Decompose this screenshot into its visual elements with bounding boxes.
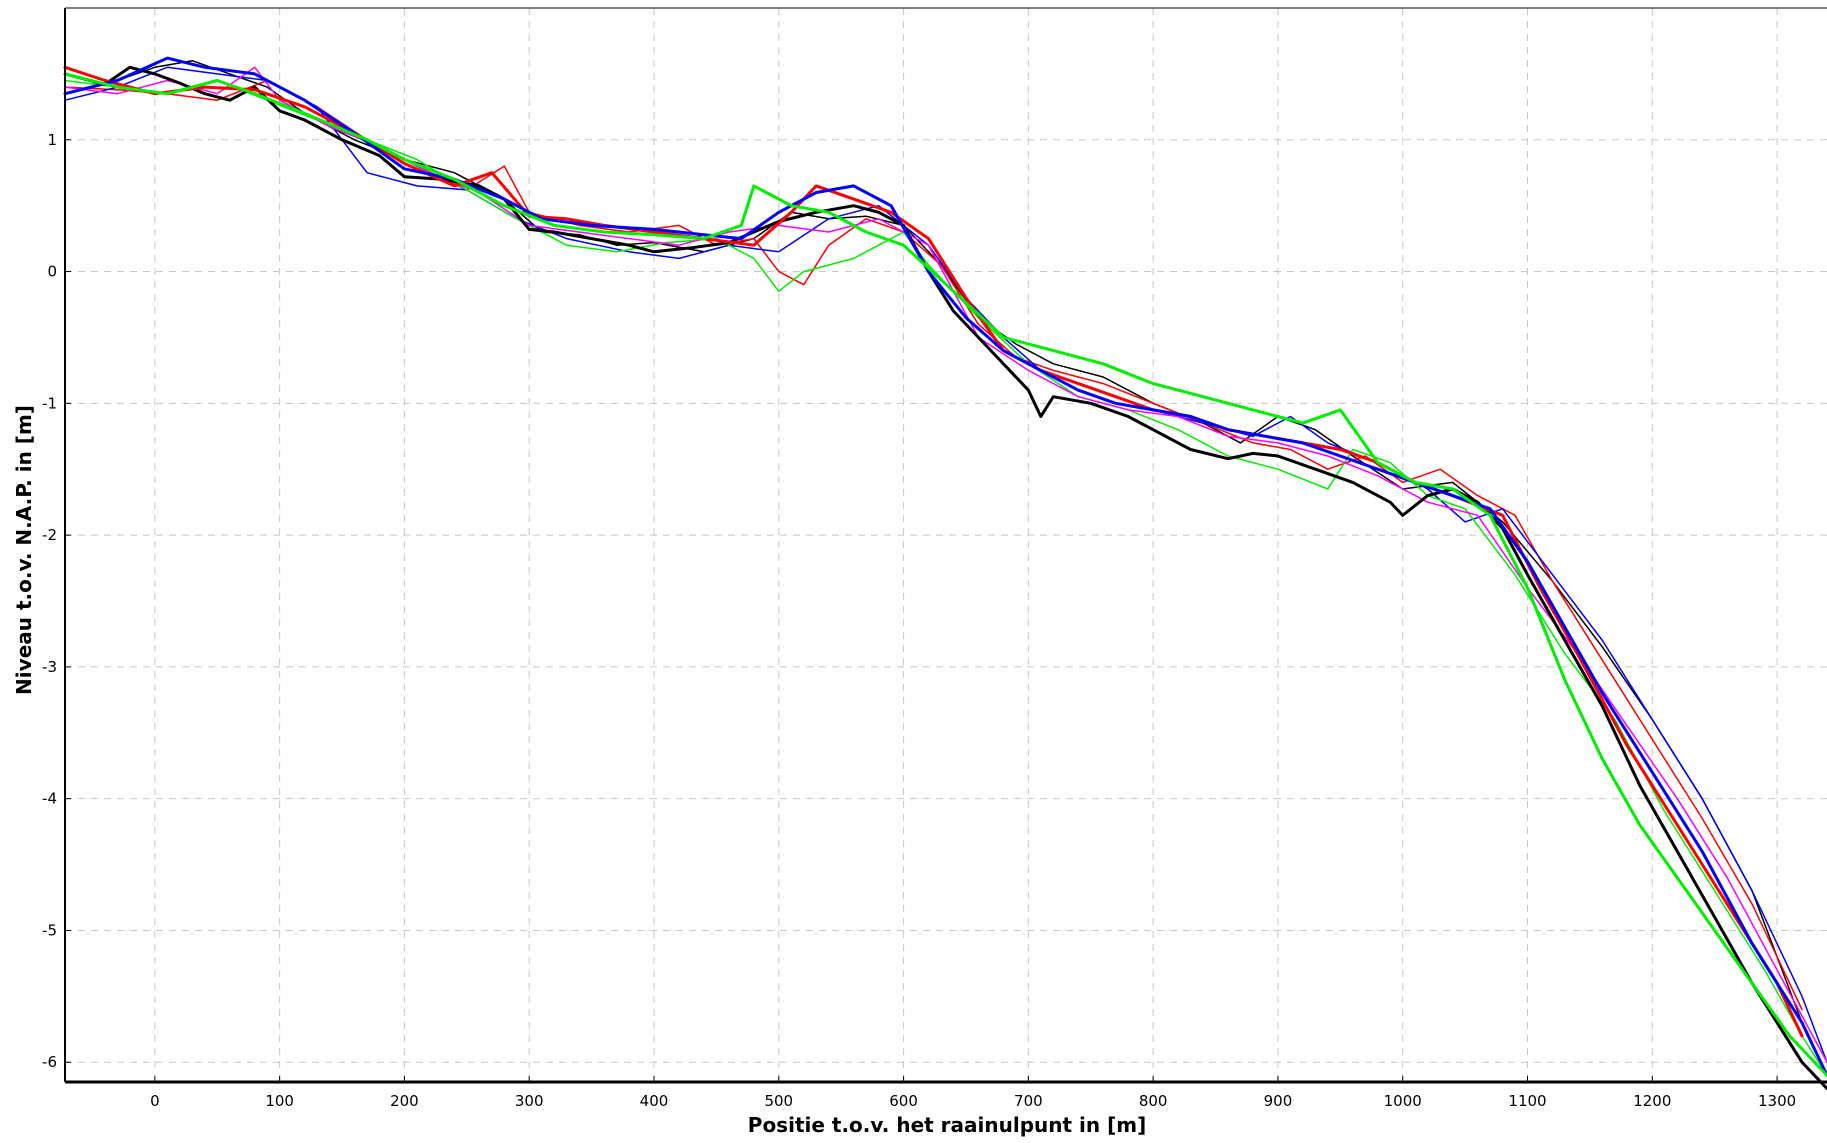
- y-tick-label: 0: [47, 263, 57, 281]
- x-axis-title: Positie t.o.v. het raainulpunt in [m]: [748, 1113, 1146, 1137]
- x-tick-label: 500: [764, 1092, 793, 1110]
- x-tick-label: 1100: [1508, 1092, 1546, 1110]
- series-line: [64, 59, 1827, 1077]
- series-line: [63, 72, 1827, 1077]
- y-tick-label: -5: [42, 921, 57, 939]
- y-tick-label: -6: [42, 1053, 57, 1071]
- series-line: [64, 79, 1803, 1011]
- x-tick-label: 200: [390, 1092, 419, 1110]
- x-tick-label: 300: [515, 1092, 544, 1110]
- series-line: [64, 79, 1827, 1077]
- x-tick-label: 0: [150, 1092, 160, 1110]
- series-line: [64, 66, 1827, 1063]
- x-tick-label: 600: [889, 1092, 918, 1110]
- y-tick-label: -4: [42, 790, 57, 808]
- y-tick-label: -2: [42, 526, 57, 544]
- series-line: [63, 65, 1827, 1091]
- y-tick-label: 1: [47, 131, 57, 149]
- x-tick-label: 900: [1264, 1092, 1293, 1110]
- axis-ticks: 0 100 200 300 400 500 600 700 800 900 1000 1100 1200…: [42, 131, 1796, 1110]
- y-tick-label: -1: [42, 394, 57, 412]
- x-tick-label: 1000: [1384, 1092, 1422, 1110]
- series-lines: [63, 56, 1827, 1091]
- x-tick-label: 1200: [1633, 1092, 1671, 1110]
- plot-frame: [64, 7, 1827, 1084]
- series-line: [63, 56, 1827, 1077]
- series-line: [64, 66, 1827, 1063]
- y-axis-title: Niveau t.o.v. N.A.P. in [m]: [12, 405, 36, 695]
- x-tick-label: 800: [1139, 1092, 1168, 1110]
- x-tick-label: 1300: [1758, 1092, 1796, 1110]
- x-tick-label: 400: [640, 1092, 669, 1110]
- x-tick-label: 700: [1014, 1092, 1043, 1110]
- series-line: [63, 65, 1804, 1038]
- y-tick-label: -3: [42, 658, 57, 676]
- x-tick-label: 100: [265, 1092, 294, 1110]
- gridlines: [65, 8, 1827, 1082]
